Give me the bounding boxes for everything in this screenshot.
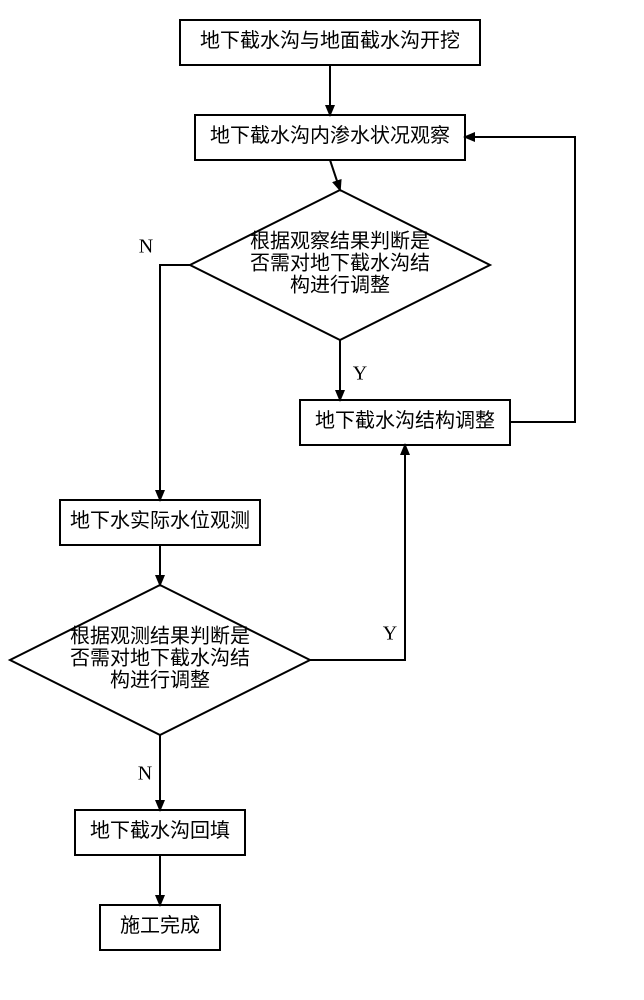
node-n2-text: 地下截水沟内渗水状况观察 bbox=[210, 124, 450, 147]
node-n4: 地下截水沟结构调整 bbox=[300, 400, 510, 445]
node-n1: 地下截水沟与地面截水沟开挖 bbox=[180, 20, 480, 65]
node-n7-text: 地下截水沟回填 bbox=[90, 819, 230, 842]
node-n8-text: 施工完成 bbox=[120, 914, 200, 937]
edge-e8-label: N bbox=[138, 763, 152, 785]
edge-e2 bbox=[330, 160, 340, 190]
node-n6-text: 否需对地下截水沟结 bbox=[70, 647, 250, 670]
node-n6-text: 根据观测结果判断是 bbox=[70, 625, 250, 648]
node-n3-text: 否需对地下截水沟结 bbox=[250, 252, 430, 275]
node-n5-text: 地下水实际水位观测 bbox=[70, 509, 250, 532]
node-n1-text: 地下截水沟与地面截水沟开挖 bbox=[200, 29, 460, 52]
node-n2: 地下截水沟内渗水状况观察 bbox=[195, 115, 465, 160]
node-n8: 施工完成 bbox=[100, 905, 220, 950]
edge-e4 bbox=[465, 137, 575, 422]
node-n7: 地下截水沟回填 bbox=[75, 810, 245, 855]
node-n6: 根据观测结果判断是否需对地下截水沟结构进行调整 bbox=[10, 585, 310, 735]
node-n3: 根据观察结果判断是否需对地下截水沟结构进行调整 bbox=[190, 190, 490, 340]
node-n5: 地下水实际水位观测 bbox=[60, 500, 260, 545]
flowchart-canvas: 地下截水沟与地面截水沟开挖地下截水沟内渗水状况观察根据观察结果判断是否需对地下截… bbox=[0, 0, 644, 1000]
node-n4-text: 地下截水沟结构调整 bbox=[315, 409, 495, 432]
edge-e5 bbox=[160, 265, 190, 500]
edge-e7-label: Y bbox=[383, 623, 397, 645]
node-n6-text: 构进行调整 bbox=[110, 669, 210, 692]
edge-e3-label: Y bbox=[353, 363, 367, 385]
node-n3-text: 构进行调整 bbox=[290, 274, 390, 297]
edge-e5-label: N bbox=[139, 236, 153, 258]
node-n3-text: 根据观察结果判断是 bbox=[250, 230, 430, 253]
